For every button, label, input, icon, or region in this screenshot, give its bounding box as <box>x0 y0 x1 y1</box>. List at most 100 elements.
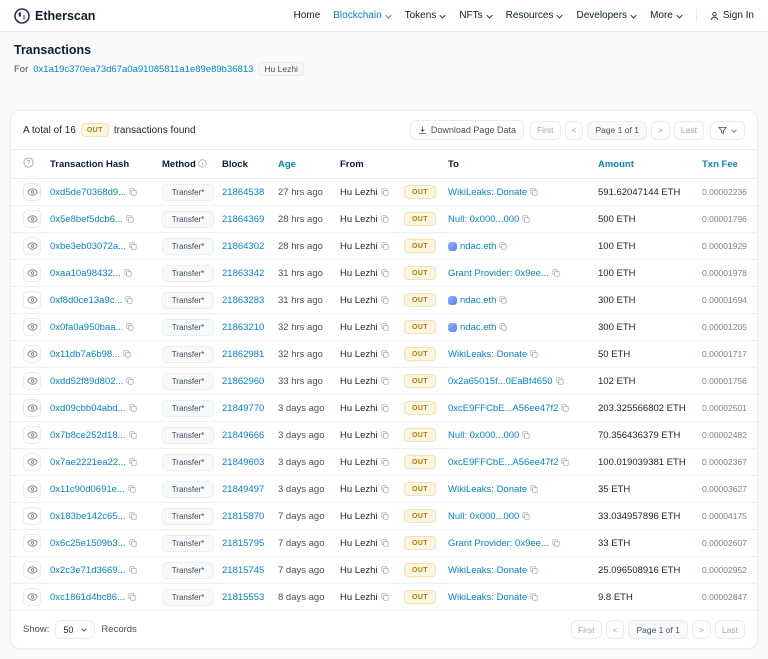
etherscan-logo[interactable]: Etherscan <box>14 7 95 24</box>
tx-hash-link[interactable]: 0x7b8ce252d18... <box>50 429 126 441</box>
tx-preview-button[interactable] <box>23 183 41 201</box>
copy-icon[interactable] <box>380 593 389 601</box>
tx-preview-button[interactable] <box>23 480 41 498</box>
block-link[interactable]: 21862981 <box>222 348 265 360</box>
pagination-prev-button[interactable]: < <box>564 120 584 140</box>
tx-hash-link[interactable]: 0xf8d0ce13a9c... <box>50 294 123 306</box>
copy-icon[interactable] <box>552 269 560 277</box>
copy-icon[interactable] <box>126 377 135 385</box>
copy-icon[interactable] <box>561 458 569 466</box>
pagination-first-button[interactable]: First <box>570 620 602 639</box>
pagination-last-button[interactable]: Last <box>714 620 745 639</box>
block-link[interactable]: 21815745 <box>222 564 265 576</box>
tx-preview-button[interactable] <box>23 453 41 471</box>
to-address-link[interactable]: 0xcE9FFCbE...A56ee47f2 <box>448 402 559 414</box>
tx-preview-button[interactable] <box>23 426 41 444</box>
tx-hash-link[interactable]: 0xaa10a98432... <box>50 267 121 279</box>
tx-preview-button[interactable] <box>23 534 41 552</box>
copy-icon[interactable] <box>126 323 135 331</box>
nav-item-resources[interactable]: Resources <box>506 10 564 21</box>
block-link[interactable]: 21863283 <box>222 294 265 306</box>
copy-icon[interactable] <box>126 215 134 223</box>
header-amount-toggle[interactable]: Amount <box>593 149 697 179</box>
nav-item-blockchain[interactable]: Blockchain <box>333 10 392 21</box>
to-address-link[interactable]: WikiLeaks: Donate <box>448 348 528 360</box>
pagination-prev-button[interactable]: < <box>605 620 625 639</box>
copy-icon[interactable] <box>499 296 508 304</box>
to-address-link[interactable]: ndac.eth <box>460 321 497 333</box>
copy-icon[interactable] <box>522 431 530 439</box>
tx-hash-link[interactable]: 0xbe3eb03072a... <box>50 240 127 252</box>
copy-icon[interactable] <box>380 458 389 466</box>
nav-item-more[interactable]: More <box>650 10 683 21</box>
tx-hash-link[interactable]: 0xc1861d4bc86... <box>50 591 126 603</box>
block-link[interactable]: 21863210 <box>222 321 265 333</box>
copy-icon[interactable] <box>380 296 389 304</box>
tx-hash-link[interactable]: 0x183be142c65... <box>50 510 126 522</box>
nav-item-developers[interactable]: Developers <box>576 10 637 21</box>
copy-icon[interactable] <box>530 188 538 196</box>
copy-icon[interactable] <box>530 350 538 358</box>
block-link[interactable]: 21815870 <box>222 510 265 522</box>
to-address-link[interactable]: Null: 0x000...000 <box>448 510 520 522</box>
tx-preview-button[interactable] <box>23 318 41 336</box>
copy-icon[interactable] <box>128 566 137 574</box>
nav-item-home[interactable]: Home <box>293 10 321 21</box>
copy-icon[interactable] <box>128 404 137 412</box>
to-address-link[interactable]: WikiLeaks: Donate <box>448 483 528 495</box>
nav-item-tokens[interactable]: Tokens <box>405 10 447 21</box>
copy-icon[interactable] <box>380 404 389 412</box>
copy-icon[interactable] <box>380 269 389 277</box>
copy-icon[interactable] <box>556 377 564 385</box>
tx-preview-button[interactable] <box>23 345 41 363</box>
tx-hash-link[interactable]: 0xdd52f89d802... <box>50 375 124 387</box>
copy-icon[interactable] <box>128 539 137 547</box>
to-address-link[interactable]: WikiLeaks: Donate <box>448 591 528 603</box>
tx-hash-link[interactable]: 0x5e8bef5dcb6... <box>50 213 123 225</box>
copy-icon[interactable] <box>530 566 538 574</box>
page-size-select[interactable]: 50 <box>55 620 96 639</box>
block-link[interactable]: 21815795 <box>222 537 265 549</box>
copy-icon[interactable] <box>530 593 538 601</box>
copy-icon[interactable] <box>125 296 133 304</box>
copy-icon[interactable] <box>380 539 389 547</box>
sign-in-button[interactable]: Sign In <box>710 10 754 21</box>
tx-hash-link[interactable]: 0xd09cbb04abd... <box>50 402 126 414</box>
copy-icon[interactable] <box>499 242 508 250</box>
copy-icon[interactable] <box>380 215 389 223</box>
block-link[interactable]: 21864302 <box>222 240 265 252</box>
block-link[interactable]: 21815553 <box>222 591 265 603</box>
copy-icon[interactable] <box>499 323 508 331</box>
tx-preview-button[interactable] <box>23 210 41 228</box>
copy-icon[interactable] <box>380 485 389 493</box>
copy-icon[interactable] <box>128 431 137 439</box>
pagination-next-button[interactable]: > <box>691 620 711 639</box>
block-link[interactable]: 21849497 <box>222 483 265 495</box>
tx-hash-link[interactable]: 0x0fa0a950baa... <box>50 321 124 333</box>
to-address-link[interactable]: 0x2a65015f...0EaBf4650 <box>448 375 553 387</box>
block-link[interactable]: 21863342 <box>222 267 265 279</box>
header-txn-fee-toggle[interactable]: Txn Fee <box>697 149 757 179</box>
tx-hash-link[interactable]: 0x11db7a6b98... <box>50 348 121 360</box>
copy-icon[interactable] <box>561 404 569 412</box>
copy-icon[interactable] <box>380 188 389 196</box>
pagination-first-button[interactable]: First <box>529 120 561 140</box>
tx-hash-link[interactable]: 0x6c25e1509b3... <box>50 537 126 549</box>
to-address-link[interactable]: Null: 0x000...000 <box>448 429 520 441</box>
tx-preview-button[interactable] <box>23 399 41 417</box>
copy-icon[interactable] <box>522 215 530 223</box>
block-link[interactable]: 21849770 <box>222 402 265 414</box>
copy-icon[interactable] <box>380 512 389 520</box>
copy-icon[interactable] <box>124 269 132 277</box>
to-address-link[interactable]: Grant Provider: 0x9ee... <box>448 267 549 279</box>
tx-hash-link[interactable]: 0x7ae2221ea22... <box>50 456 127 468</box>
copy-icon[interactable] <box>129 242 137 250</box>
block-link[interactable]: 21864369 <box>222 213 265 225</box>
copy-icon[interactable] <box>380 350 389 358</box>
block-link[interactable]: 21864538 <box>222 186 265 198</box>
to-address-link[interactable]: Grant Provider: 0x9ee... <box>448 537 549 549</box>
copy-icon[interactable] <box>380 566 389 574</box>
info-circle-icon[interactable]: i <box>198 158 208 168</box>
copy-icon[interactable] <box>128 485 136 493</box>
filter-button[interactable] <box>710 120 745 140</box>
